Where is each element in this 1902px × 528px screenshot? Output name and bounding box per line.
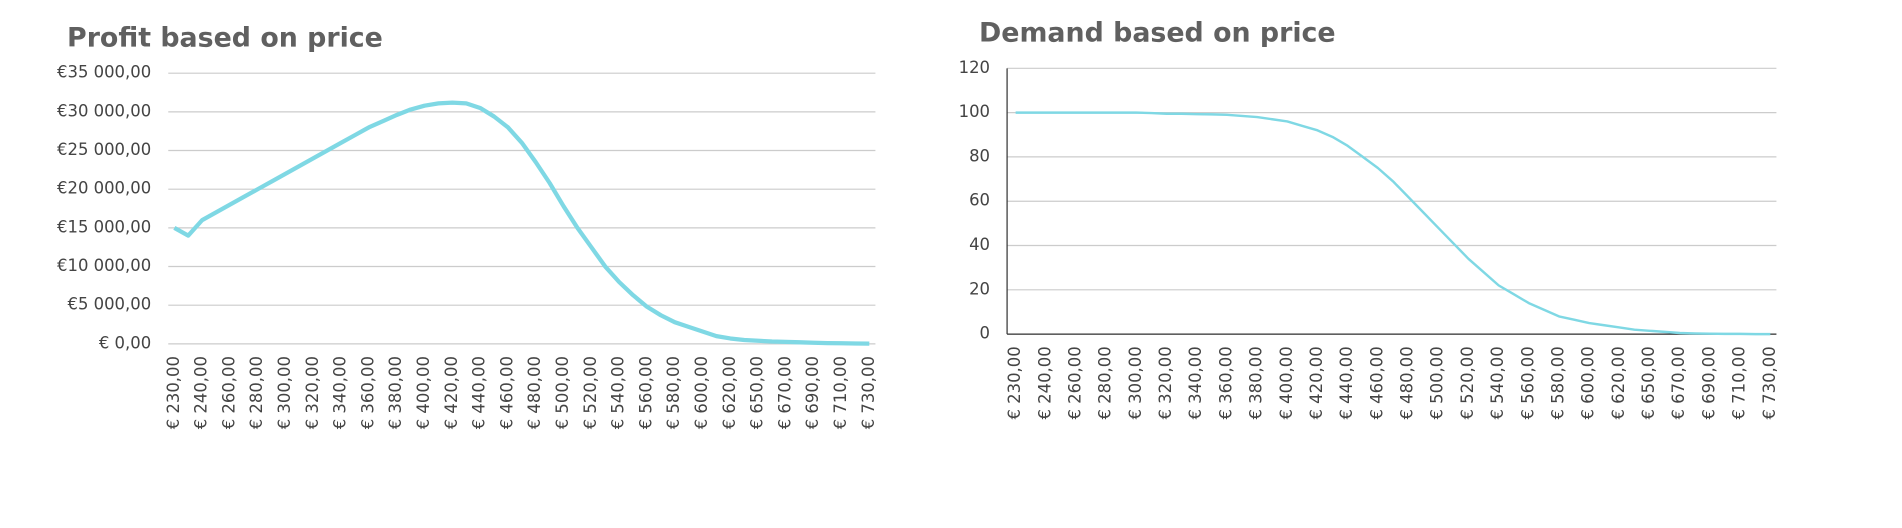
data-line	[173, 100, 870, 346]
x-tick-label: € 240,00	[192, 356, 211, 429]
x-tick-label: € 600,00	[1579, 346, 1598, 419]
y-tick-label: €35 000,00	[57, 63, 151, 82]
x-tick-label: € 730,00	[1760, 346, 1779, 419]
x-tick-label: € 670,00	[1669, 346, 1688, 419]
x-tick-label: € 560,00	[1518, 346, 1537, 419]
x-tick-label: € 300,00	[1126, 346, 1145, 419]
x-tick-label: € 420,00	[442, 356, 461, 429]
x-tick-label: € 460,00	[497, 356, 516, 429]
y-tick-label: €15 000,00	[57, 217, 151, 236]
y-tick-label: €20 000,00	[57, 179, 151, 198]
x-tick-label: € 690,00	[1699, 346, 1718, 419]
x-tick-label: € 340,00	[331, 356, 350, 429]
x-tick-label: € 260,00	[1065, 346, 1084, 419]
x-tick-label: € 360,00	[1216, 346, 1235, 419]
y-tick-label: 60	[969, 191, 990, 210]
x-tick-label: € 500,00	[553, 356, 572, 429]
x-tick-label: € 260,00	[219, 356, 238, 429]
y-tick-label: 100	[959, 102, 990, 121]
x-tick-label: € 230,00	[1005, 346, 1024, 419]
x-tick-label: € 320,00	[1156, 346, 1175, 419]
x-tick-label: € 520,00	[581, 356, 600, 429]
y-tick-label: €30 000,00	[57, 101, 151, 120]
y-tick-label: 40	[969, 235, 990, 254]
x-tick-label: € 730,00	[859, 356, 878, 429]
x-tick-label: € 540,00	[1488, 346, 1507, 419]
y-tick-label: €5 000,00	[68, 295, 152, 314]
x-tick-label: € 710,00	[1730, 346, 1749, 419]
x-tick-label: € 690,00	[803, 356, 822, 429]
chart-title: Demand based on price	[979, 18, 1336, 49]
x-tick-label: € 580,00	[1549, 346, 1568, 419]
x-tick-label: € 460,00	[1367, 346, 1386, 419]
x-tick-label: € 540,00	[609, 356, 628, 429]
x-tick-label: € 500,00	[1428, 346, 1447, 419]
x-tick-label: € 650,00	[1639, 346, 1658, 419]
x-tick-label: € 320,00	[303, 356, 322, 429]
chart-title: Profit based on price	[67, 23, 383, 54]
y-tick-label: €10 000,00	[57, 256, 151, 275]
x-tick-label: € 650,00	[748, 356, 767, 429]
x-tick-label: € 360,00	[358, 356, 377, 429]
x-tick-label: € 480,00	[525, 356, 544, 429]
x-tick-label: € 340,00	[1186, 346, 1205, 419]
y-tick-label: 80	[969, 146, 990, 165]
x-tick-label: € 440,00	[470, 356, 489, 429]
x-tick-label: € 600,00	[692, 356, 711, 429]
y-tick-label: 0	[980, 324, 990, 343]
x-tick-label: € 280,00	[1096, 346, 1115, 419]
x-tick-label: € 620,00	[720, 356, 739, 429]
x-tick-label: € 480,00	[1398, 346, 1417, 419]
x-tick-label: € 420,00	[1307, 346, 1326, 419]
x-tick-label: € 560,00	[636, 356, 655, 429]
x-tick-label: € 240,00	[1035, 346, 1054, 419]
y-tick-label: 20	[969, 279, 990, 298]
data-line	[1015, 111, 1771, 336]
x-tick-label: € 380,00	[386, 356, 405, 429]
x-tick-label: € 280,00	[247, 356, 266, 429]
y-tick-label: €25 000,00	[57, 140, 151, 159]
x-tick-label: € 380,00	[1247, 346, 1266, 419]
x-tick-label: € 300,00	[275, 356, 294, 429]
x-tick-label: € 400,00	[414, 356, 433, 429]
x-tick-label: € 580,00	[664, 356, 683, 429]
x-tick-label: € 440,00	[1337, 346, 1356, 419]
y-tick-label: € 0,00	[99, 333, 151, 352]
x-tick-label: € 620,00	[1609, 346, 1628, 419]
x-tick-label: € 520,00	[1458, 346, 1477, 419]
y-tick-label: 120	[959, 58, 990, 77]
x-tick-label: € 400,00	[1277, 346, 1296, 419]
x-tick-label: € 670,00	[775, 356, 794, 429]
x-tick-label: € 710,00	[831, 356, 850, 429]
x-tick-label: € 230,00	[164, 356, 183, 429]
